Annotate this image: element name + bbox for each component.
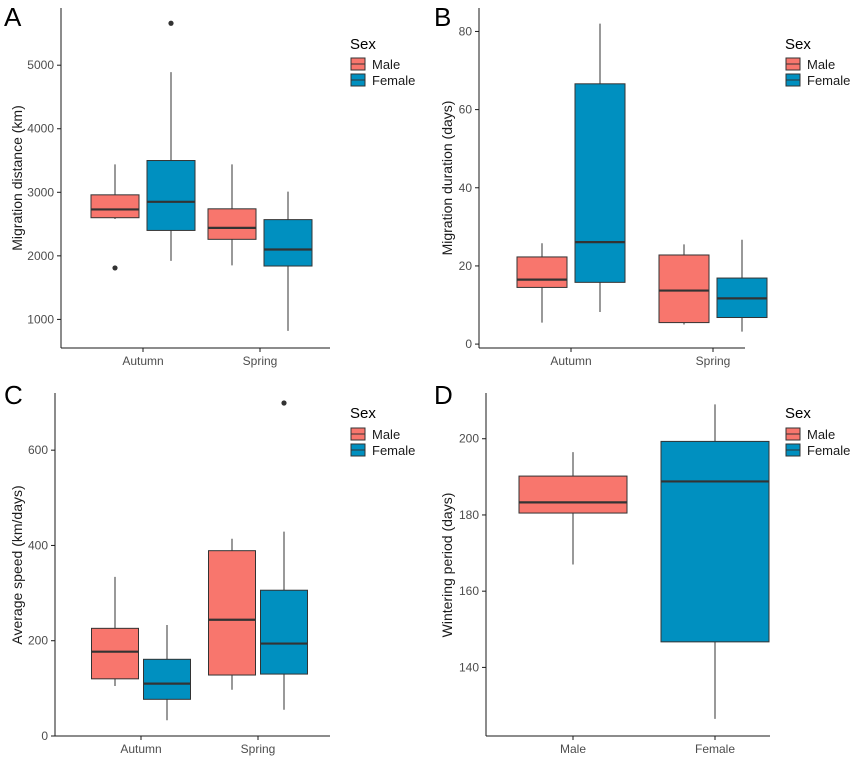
panel-c-legend-female: Female: [372, 443, 415, 458]
panel-c-ylabel: Average speed (km/days): [9, 485, 25, 644]
panel-c-ytick-label-0: 0: [41, 729, 48, 743]
panel-a-letter: A: [4, 2, 22, 32]
panel-d-marks: 140 160 180 200 Male Female: [459, 404, 770, 756]
panel-a-legend-male: Male: [372, 57, 400, 72]
panel-a-autumn-female-outlier-0: [168, 20, 174, 26]
panel-b-autumn-male-box: [516, 256, 568, 288]
panel-b: B 0 20 40 60 80 Autumn Spring Migration durati…: [434, 2, 850, 368]
panel-c-spring-female-box: [260, 589, 308, 675]
panel-b-legend-female: Female: [807, 73, 850, 88]
panel-b-xtick-label-spring: Spring: [696, 354, 731, 368]
panel-b-ylabel: Migration duration (days): [439, 101, 455, 256]
panel-d-ylabel: Wintering period (days): [439, 493, 455, 638]
panel-c-spring-female-outlier-0: [281, 400, 287, 406]
panel-a-ytick-label-5000: 5000: [27, 58, 54, 72]
panel-a-autumn-male-box: [90, 194, 140, 219]
panel-a-ytick-label-2000: 2000: [27, 249, 54, 263]
panel-c-ytick-label-600: 600: [28, 443, 48, 457]
panel-a-legend-female: Female: [372, 73, 415, 88]
panel-a-xtick-label-autumn: Autumn: [122, 354, 163, 368]
panel-b-autumn-female-box: [574, 83, 626, 283]
panel-c-autumn-female-box: [143, 658, 191, 700]
panel-c-autumn-male-box: [91, 627, 139, 680]
panel-c-xtick-label-spring: Spring: [241, 742, 276, 756]
panel-d-female-female-box: [660, 440, 770, 643]
panel-b-legend: Sex Male Female: [785, 36, 850, 88]
panel-a-autumn-female-box: [146, 160, 196, 231]
panel-a-autumn-male-outlier-0: [112, 265, 118, 271]
panel-d-ytick-label-180: 180: [459, 508, 479, 522]
panel-c-ytick-label-400: 400: [28, 538, 48, 552]
panel-b-spring-male-box: [658, 254, 710, 324]
panel-b-legend-title: Sex: [785, 36, 811, 53]
panel-b-letter: B: [434, 2, 451, 32]
panel-a-legend-title: Sex: [350, 36, 376, 53]
panel-d-letter: D: [434, 380, 453, 410]
panel-d-xtick-label-male: Male: [560, 742, 586, 756]
panel-b-ytick-label-0: 0: [465, 337, 472, 351]
panel-d-legend-female: Female: [807, 443, 850, 458]
panel-a-spring-male-box: [207, 208, 257, 240]
panel-d-ytick-label-200: 200: [459, 432, 479, 446]
panel-a: A 1000 2000 3000 4000 5000 Autumn Spring Migra…: [4, 2, 415, 368]
panel-d-ytick-label-140: 140: [459, 660, 479, 674]
panel-d-male-male-box: [518, 475, 628, 514]
panel-d-xtick-label-female: Female: [695, 742, 735, 756]
panel-a-marks: 1000 2000 3000 4000 5000 Autumn Spring: [27, 20, 313, 368]
panel-b-ytick-label-20: 20: [459, 259, 473, 273]
panel-a-spring-female-box: [263, 219, 313, 267]
panel-b-xtick-label-autumn: Autumn: [550, 354, 591, 368]
panel-d-legend-title: Sex: [785, 405, 811, 422]
panel-c: C 0 200 400 600 Autumn Spring Average speed (…: [4, 380, 415, 756]
panel-c-legend-male: Male: [372, 427, 400, 442]
panel-c-spring-male-box: [208, 550, 256, 676]
panel-a-legend: Sex Male Female: [350, 36, 415, 88]
panel-c-ytick-label-200: 200: [28, 634, 48, 648]
panel-b-legend-male: Male: [807, 57, 835, 72]
panel-a-ytick-label-3000: 3000: [27, 185, 54, 199]
panel-b-ytick-label-80: 80: [459, 24, 473, 38]
panel-a-ylabel: Migration distance (km): [9, 105, 25, 251]
panel-c-legend-title: Sex: [350, 405, 376, 422]
panel-c-legend: Sex Male Female: [350, 405, 415, 458]
panel-a-xtick-label-spring: Spring: [243, 354, 278, 368]
panel-a-ytick-label-1000: 1000: [27, 312, 54, 326]
panel-d-legend: Sex Male Female: [785, 405, 850, 458]
panel-d-ytick-label-160: 160: [459, 584, 479, 598]
panel-b-marks: 0 20 40 60 80 Autumn Spring: [459, 23, 768, 368]
panel-d-legend-male: Male: [807, 427, 835, 442]
panel-c-marks: 0 200 400 600 Autumn Spring: [28, 400, 308, 756]
panel-a-ytick-label-4000: 4000: [27, 122, 54, 136]
panel-b-ytick-label-40: 40: [459, 181, 473, 195]
panel-b-ytick-label-60: 60: [459, 103, 473, 117]
panel-c-letter: C: [4, 380, 23, 410]
panel-c-xtick-label-autumn: Autumn: [120, 742, 161, 756]
